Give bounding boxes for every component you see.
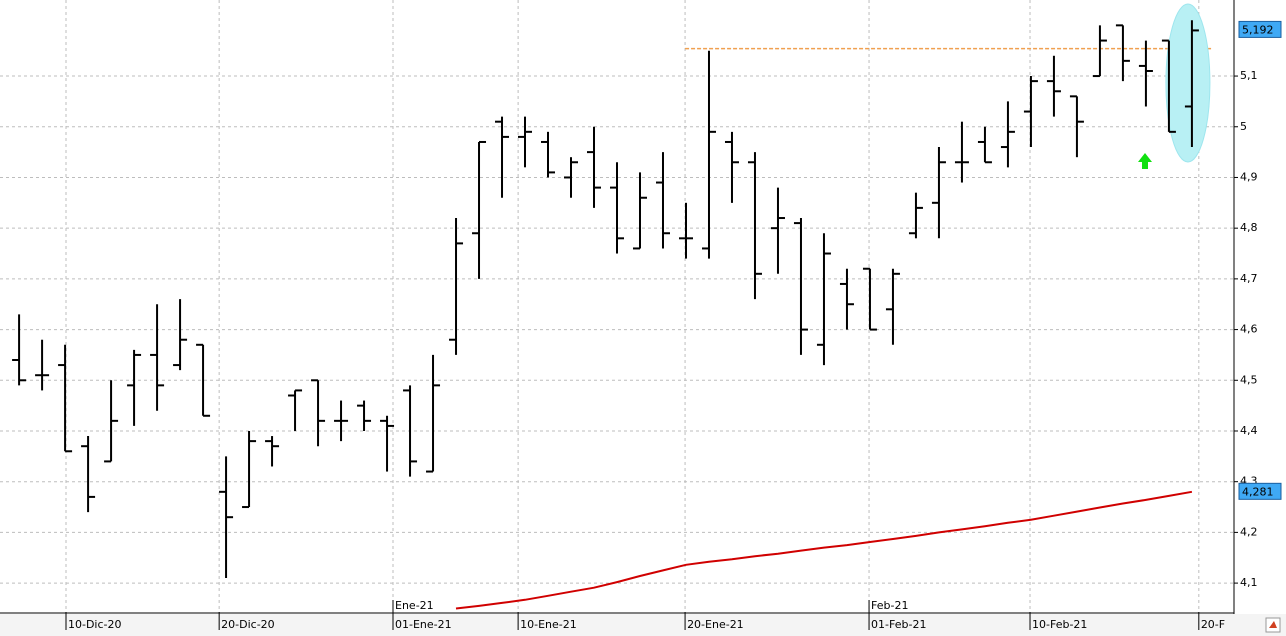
x-axis-band [0,614,1286,636]
y-tick-label: 4,8 [1240,221,1258,234]
highlight-ellipse [1165,3,1211,163]
x-tick-label: 20-Dic-20 [221,618,275,631]
y-tick-label: 4,5 [1240,373,1258,386]
x-tick-label: 10-Feb-21 [1032,618,1087,631]
price-tag [1238,482,1282,500]
x-tick-label: 01-Ene-21 [395,618,452,631]
up-arrow [1138,153,1152,169]
settings-icon-glyph [1269,621,1277,628]
price-tag [1238,20,1282,38]
price-tag-label: 5,192 [1242,23,1274,36]
y-tick-label: 5,1 [1240,69,1258,82]
y-tick-label: 4,4 [1240,424,1258,437]
month-label: Feb-21 [871,599,908,612]
y-tick-label: 4,9 [1240,170,1258,183]
x-tick-label: 01-Feb-21 [871,618,926,631]
y-tick-label: 5 [1240,120,1247,133]
price-tag-label: 4,281 [1242,485,1274,498]
x-tick-label: 20-Ene-21 [687,618,744,631]
moving-average-line [455,490,1193,610]
y-tick-label: 4,2 [1240,525,1258,538]
y-tick-label: 4,7 [1240,272,1258,285]
month-label: Ene-21 [395,599,434,612]
y-tick-label: 4,1 [1240,576,1258,589]
x-tick-label: 20-F [1201,618,1225,631]
y-tick-label: 4,6 [1240,323,1258,336]
x-tick-label: 10-Dic-20 [68,618,122,631]
x-tick-label: 10-Ene-21 [520,618,577,631]
